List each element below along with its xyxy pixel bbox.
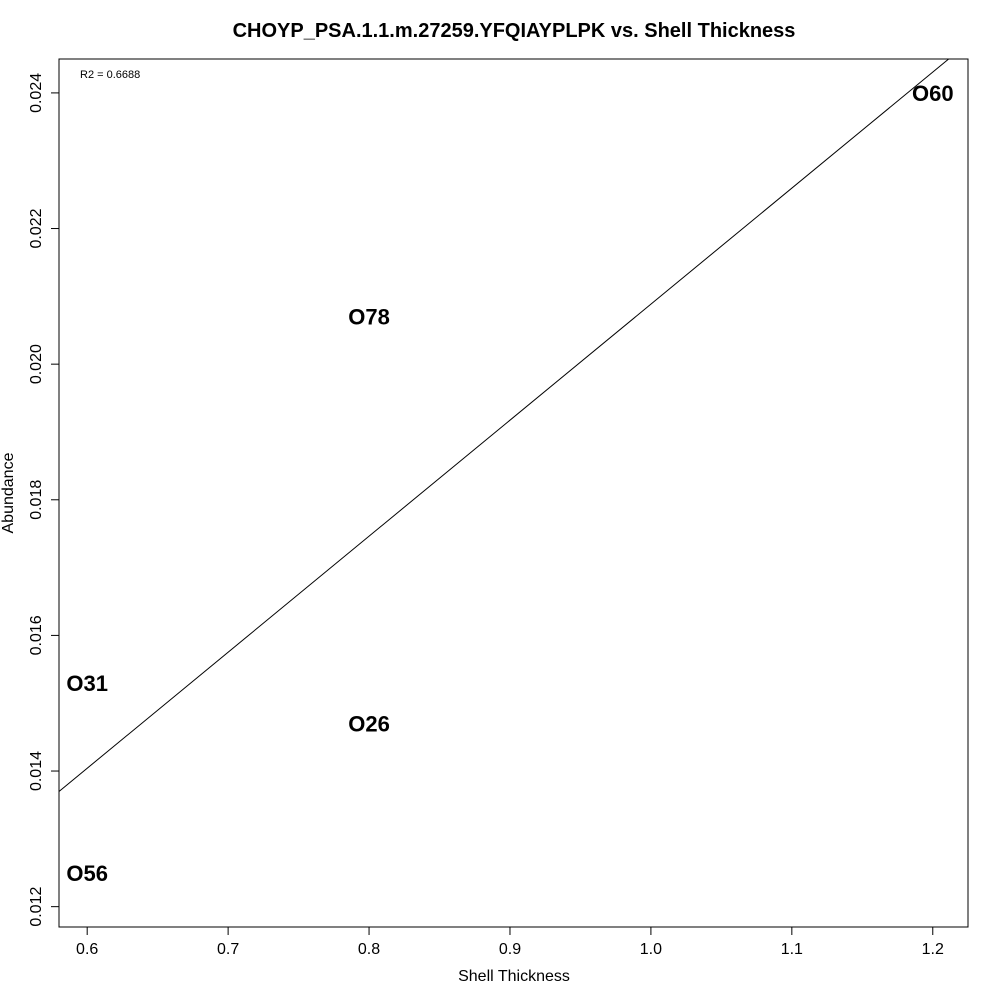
x-tick-label: 1.1 [781, 941, 803, 958]
y-tick-label: 0.022 [28, 208, 45, 248]
chart-title: CHOYP_PSA.1.1.m.27259.YFQIAYPLPK vs. She… [233, 20, 796, 42]
y-axis-label: Abundance [0, 452, 17, 533]
plot-area-frame [58, 58, 969, 928]
y-tick-label: 0.016 [28, 615, 45, 655]
x-tick-label: 0.9 [499, 941, 521, 958]
point-label-o31: O31 [66, 671, 108, 696]
x-tick-label: 0.7 [217, 941, 239, 958]
x-axis: 0.6 0.7 0.8 0.9 1.0 1.1 1.2 [76, 927, 944, 958]
y-tick-label: 0.012 [28, 887, 45, 927]
x-tick-label: 1.2 [922, 941, 944, 958]
point-labels-layer: O60 O78 O31 O26 O56 [66, 81, 953, 886]
y-tick-label: 0.018 [28, 480, 45, 520]
y-axis: 0.012 0.014 0.016 0.018 0.020 0.022 0.024 [28, 73, 59, 927]
x-tick-label: 0.6 [76, 941, 98, 958]
regression-line [58, 58, 949, 792]
regression-line-layer [58, 58, 949, 792]
y-tick-label: 0.014 [28, 751, 45, 791]
y-tick-label: 0.020 [28, 344, 45, 384]
point-label-o26: O26 [348, 712, 390, 737]
x-axis-label: Shell Thickness [458, 968, 570, 985]
point-label-o78: O78 [348, 305, 390, 330]
x-tick-label: 1.0 [640, 941, 662, 958]
point-label-o56: O56 [66, 861, 108, 886]
point-label-o60: O60 [912, 81, 954, 106]
y-tick-label: 0.024 [28, 73, 45, 113]
r-squared-annotation: R2 = 0.6688 [80, 69, 140, 81]
x-tick-label: 0.8 [358, 941, 380, 958]
